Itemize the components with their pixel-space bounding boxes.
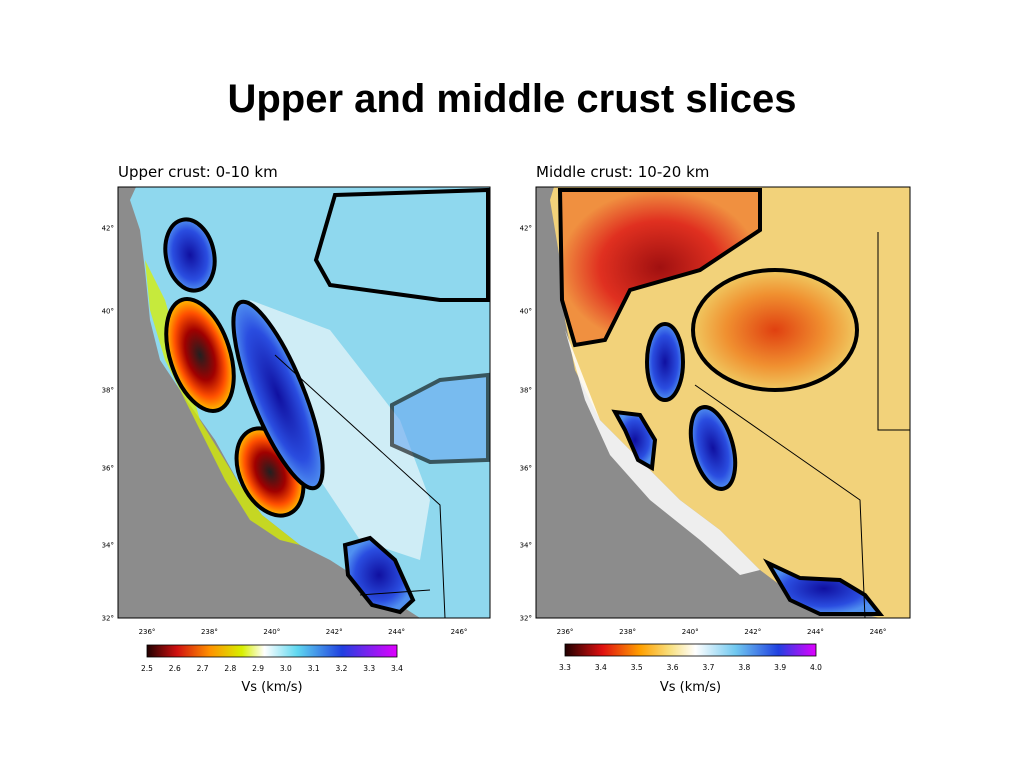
colorbar-tick: 2.8 bbox=[224, 664, 236, 673]
colorbar-tick: 4.0 bbox=[810, 663, 822, 672]
lat-label: 34° bbox=[520, 542, 532, 550]
lon-label: 246° bbox=[451, 628, 468, 636]
panel-label: Middle crust: 10-20 km bbox=[536, 163, 709, 181]
colorbar-tick: 3.3 bbox=[559, 663, 571, 672]
lon-label: 240° bbox=[263, 628, 280, 636]
lat-label: 32° bbox=[102, 615, 114, 623]
lat-label: 36° bbox=[520, 465, 532, 473]
colorbar-tick: 3.4 bbox=[595, 663, 607, 672]
colorbar-tick: 3.4 bbox=[391, 664, 403, 673]
colorbar-title: Vs (km/s) bbox=[241, 680, 302, 695]
lon-label: 236° bbox=[139, 628, 156, 636]
lon-label: 244° bbox=[388, 628, 405, 636]
colorbar-tick: 3.7 bbox=[702, 663, 714, 672]
colorbar bbox=[564, 643, 817, 657]
colorbar-tick: 3.1 bbox=[308, 664, 320, 673]
colorbar-tick: 2.9 bbox=[252, 664, 264, 673]
colorbar-tick: 2.5 bbox=[141, 664, 153, 673]
lat-label: 40° bbox=[520, 308, 532, 316]
colorbar-tick: 3.8 bbox=[738, 663, 750, 672]
colorbar-title: Vs (km/s) bbox=[660, 680, 721, 695]
lat-label: 42° bbox=[102, 225, 114, 233]
lon-label: 236° bbox=[557, 628, 574, 636]
middle-crust-map bbox=[535, 186, 911, 619]
lon-label: 242° bbox=[744, 628, 761, 636]
colorbar-tick: 3.9 bbox=[774, 663, 786, 672]
lat-label: 32° bbox=[520, 615, 532, 623]
lat-label: 34° bbox=[102, 542, 114, 550]
slide-title: Upper and middle crust slices bbox=[227, 77, 796, 121]
colorbar-tick: 3.5 bbox=[631, 663, 643, 672]
lon-label: 246° bbox=[870, 628, 887, 636]
lat-label: 40° bbox=[102, 308, 114, 316]
lon-label: 238° bbox=[619, 628, 636, 636]
colorbar bbox=[146, 644, 398, 658]
colorbar-tick: 3.6 bbox=[667, 663, 679, 672]
colorbar-tick: 2.6 bbox=[169, 664, 181, 673]
lat-label: 36° bbox=[102, 465, 114, 473]
colorbar-tick: 2.7 bbox=[197, 664, 209, 673]
lon-label: 244° bbox=[807, 628, 824, 636]
upper-crust-map bbox=[117, 186, 491, 619]
lon-label: 238° bbox=[201, 628, 218, 636]
colorbar-tick: 3.0 bbox=[280, 664, 292, 673]
lat-label: 38° bbox=[102, 387, 114, 395]
colorbar-tick: 3.2 bbox=[335, 664, 347, 673]
colorbar-tick: 3.3 bbox=[363, 664, 375, 673]
panel-label: Upper crust: 0-10 km bbox=[118, 163, 278, 181]
lat-label: 38° bbox=[520, 387, 532, 395]
lon-label: 242° bbox=[326, 628, 343, 636]
lat-label: 42° bbox=[520, 225, 532, 233]
lon-label: 240° bbox=[682, 628, 699, 636]
